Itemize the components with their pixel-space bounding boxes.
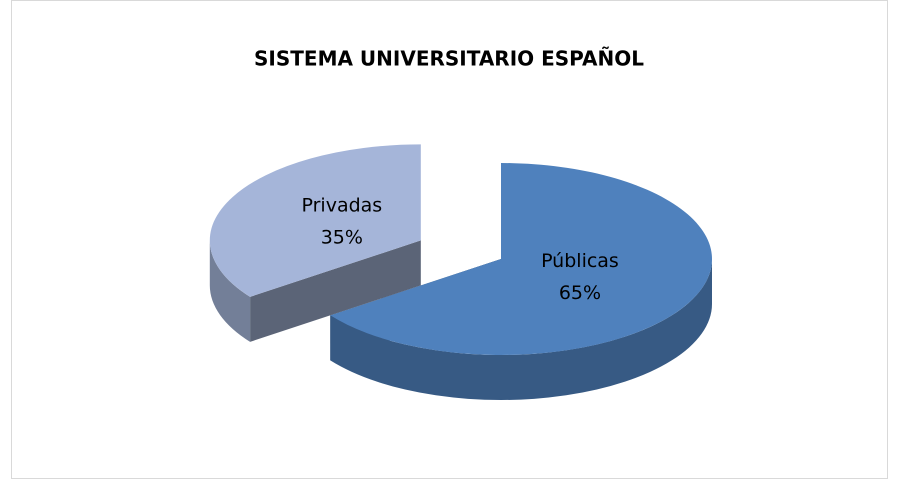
- slice-wall: [330, 259, 712, 401]
- slice-side-face: [250, 240, 421, 342]
- data-label-category: Privadas: [301, 195, 382, 217]
- data-label-value: 35%: [321, 227, 363, 249]
- slice-top: [330, 163, 712, 355]
- chart-border: [11, 0, 888, 479]
- data-label-value: 65%: [559, 282, 601, 304]
- pie-slice: Privadas 35%: [209, 144, 421, 342]
- pie-slice: Públicas 65%: [330, 163, 712, 401]
- slice-top: [209, 144, 421, 297]
- chart-title: SISTEMA UNIVERSITARIO ESPAÑOL: [254, 47, 644, 71]
- slice-wall: [209, 240, 251, 342]
- data-label-category: Públicas: [541, 250, 619, 272]
